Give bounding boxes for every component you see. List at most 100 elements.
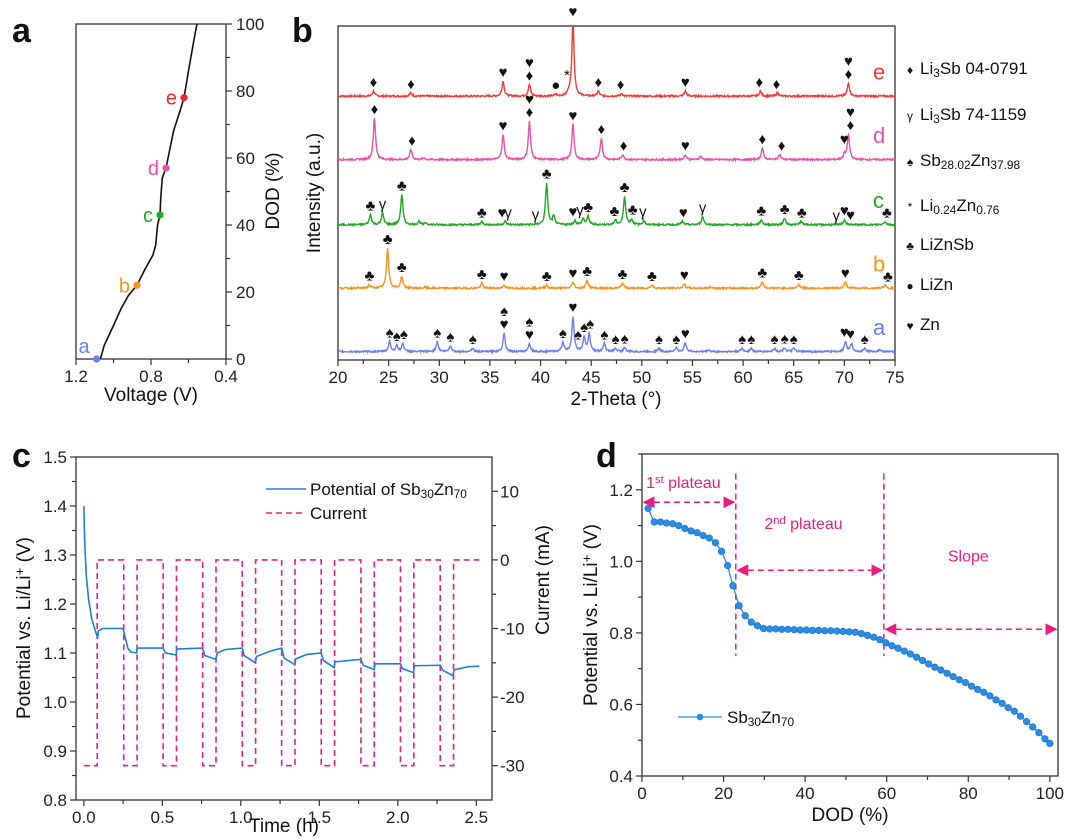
y-tick-label: 40: [236, 216, 255, 235]
y2-tick-label: -10: [500, 620, 525, 639]
phase-marker: ♦: [773, 76, 781, 93]
data-point: [851, 628, 859, 636]
data-point: [814, 626, 823, 634]
x-tick-label: 2.0: [386, 808, 410, 827]
plot-frame: [75, 456, 493, 801]
data-point: [839, 627, 847, 636]
phase-marker: ♥: [568, 4, 577, 21]
phase-marker: ♠: [771, 331, 779, 348]
x-tick-label: 65: [784, 368, 803, 387]
legend-symbol: ●: [906, 279, 913, 293]
y-tick-label: 1.2: [609, 481, 633, 500]
data-point: [949, 672, 957, 681]
data-point: [741, 612, 749, 620]
panel-label-b: b: [292, 12, 313, 50]
y-tick-label: 60: [236, 149, 255, 168]
data-point: [808, 626, 817, 634]
x-tick-label: 40: [796, 784, 815, 803]
phase-marker: ♣: [383, 231, 393, 248]
phase-marker: ♠: [559, 325, 567, 342]
y-tick-label: 0.8: [43, 791, 67, 810]
x-axis-label: Time (h): [249, 816, 319, 837]
y-tick-label: 20: [236, 283, 255, 302]
y-tick-label: 1.0: [43, 693, 67, 712]
phase-marker: ♣: [797, 204, 807, 221]
y-tick-label: 0.6: [609, 695, 633, 714]
legend-label: Sb30Zn70: [727, 708, 794, 729]
phase-marker: γ: [379, 196, 387, 213]
data-point: [894, 644, 902, 652]
phase-marker: ♠: [738, 331, 746, 348]
dod-voltage-curve: [99, 23, 198, 360]
phase-marker: ♦: [408, 132, 416, 149]
state-point-c: [156, 211, 164, 219]
data-point: [693, 529, 701, 537]
phase-marker: ♣: [882, 204, 892, 221]
pattern-label-d: d: [873, 123, 885, 148]
x-tick-label: 100: [1036, 784, 1064, 803]
data-point: [955, 676, 963, 684]
x-tick-label: 35: [480, 368, 499, 387]
data-point: [937, 666, 945, 674]
panel-label-a: a: [12, 12, 32, 50]
phase-marker: γ: [639, 203, 647, 220]
phase-marker: ♦: [597, 121, 605, 138]
xrd-pattern-e: [338, 26, 895, 99]
y2-tick-label: 0: [500, 551, 509, 570]
x-tick-label: 75: [886, 368, 905, 387]
x-tick-label: 20: [714, 784, 733, 803]
data-point: [662, 519, 671, 527]
pattern-label-c: c: [873, 188, 884, 213]
state-point-label: e: [166, 88, 177, 110]
legend-marker: [696, 713, 704, 721]
data-point: [705, 534, 713, 542]
phase-marker: ♦: [847, 117, 855, 134]
phase-marker: ♦: [617, 76, 625, 93]
legend-label: Li3Sb 04-0791: [920, 59, 1028, 80]
phase-marker: ♥: [525, 54, 534, 71]
phase-marker: ♠: [446, 328, 454, 345]
phase-marker: ♠: [580, 319, 588, 336]
phase-marker: ♣: [582, 263, 592, 280]
x-tick-label: 2.5: [464, 808, 488, 827]
phase-marker: γ: [504, 205, 512, 222]
x-tick-label: 0.4: [214, 367, 238, 386]
data-point: [1046, 739, 1054, 748]
phase-marker: ♥: [846, 207, 855, 224]
data-point: [943, 669, 951, 677]
phase-marker: ♠: [393, 328, 401, 345]
x-tick-label: 0.8: [139, 367, 163, 386]
phase-marker: γ: [532, 207, 540, 224]
x-tick-label: 0: [637, 784, 646, 803]
data-point: [857, 630, 866, 638]
phase-marker: ♦: [371, 101, 379, 118]
data-point: [766, 625, 774, 633]
x-tick-label: 0.5: [151, 808, 175, 827]
data-point: [796, 626, 804, 634]
phase-marker: ♠: [433, 325, 441, 342]
data-point: [961, 679, 970, 687]
phase-marker: ♠: [621, 330, 629, 347]
data-point: [717, 547, 726, 555]
data-point: [888, 642, 896, 650]
phase-marker: ♥: [846, 326, 855, 343]
data-point: [925, 660, 933, 668]
data-point: [906, 650, 914, 658]
data-point: [1010, 707, 1018, 715]
data-point: [699, 531, 707, 540]
phase-marker: ♥: [568, 265, 577, 282]
phase-marker: γ: [833, 207, 841, 224]
data-point: [759, 624, 768, 633]
phase-marker: ♠: [747, 331, 755, 348]
phase-marker: ♠: [612, 331, 620, 348]
phase-marker: ♠: [469, 331, 477, 348]
phase-marker: ♥: [681, 74, 690, 91]
data-point: [986, 692, 994, 700]
legend-symbol: γ: [907, 109, 913, 123]
phase-marker: ♥: [680, 267, 689, 284]
x-tick-label: 80: [959, 784, 978, 803]
data-point: [772, 625, 780, 633]
data-point: [1035, 729, 1043, 737]
data-point: [802, 626, 810, 634]
